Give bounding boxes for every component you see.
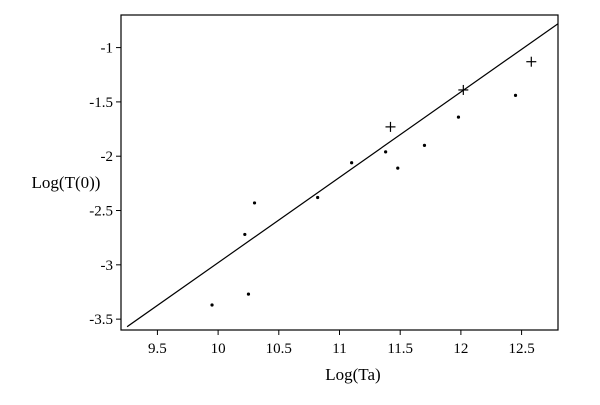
dot-point — [513, 93, 518, 97]
x-tick-label: 10 — [211, 341, 226, 357]
dot-point — [396, 166, 400, 170]
dot-point — [316, 195, 320, 200]
dot-point — [384, 150, 388, 154]
y-tick-label: -3.5 — [89, 312, 113, 328]
dot-point — [456, 115, 461, 119]
dot-point — [252, 201, 257, 205]
x-tick-label: 12 — [453, 341, 468, 357]
dot-point — [422, 143, 427, 147]
x-tick-label: 12.5 — [508, 341, 534, 357]
y-axis-ticks: -1 -1.5 -2 -2.5 -3 -3.5 — [89, 41, 121, 328]
x-tick-label: 11 — [332, 341, 346, 357]
plot-frame — [120, 14, 559, 331]
x-tick-label: 11.5 — [387, 341, 413, 357]
plus-point — [385, 121, 396, 132]
y-tick-label: -1 — [101, 41, 114, 57]
y-axis-label: Log(T(0)) — [32, 173, 101, 192]
x-tick-label: 9.5 — [148, 341, 167, 357]
dot-point — [246, 292, 251, 296]
x-tick-label: 10.5 — [266, 341, 292, 357]
dot-point — [243, 232, 247, 237]
plus-point — [526, 56, 537, 67]
dot-point — [210, 303, 214, 307]
plot-marks — [126, 23, 559, 328]
dot-point — [350, 161, 354, 165]
trend-line — [126, 23, 559, 328]
x-axis-ticks: 9.5 10 10.5 11 11.5 12 12.5 — [148, 330, 535, 357]
y-tick-label: -1.5 — [89, 95, 113, 111]
y-tick-label: -2 — [101, 149, 114, 165]
x-axis-label: Log(Ta) — [325, 365, 380, 384]
y-tick-label: -2.5 — [89, 204, 113, 220]
y-tick-label: -3 — [101, 258, 114, 274]
